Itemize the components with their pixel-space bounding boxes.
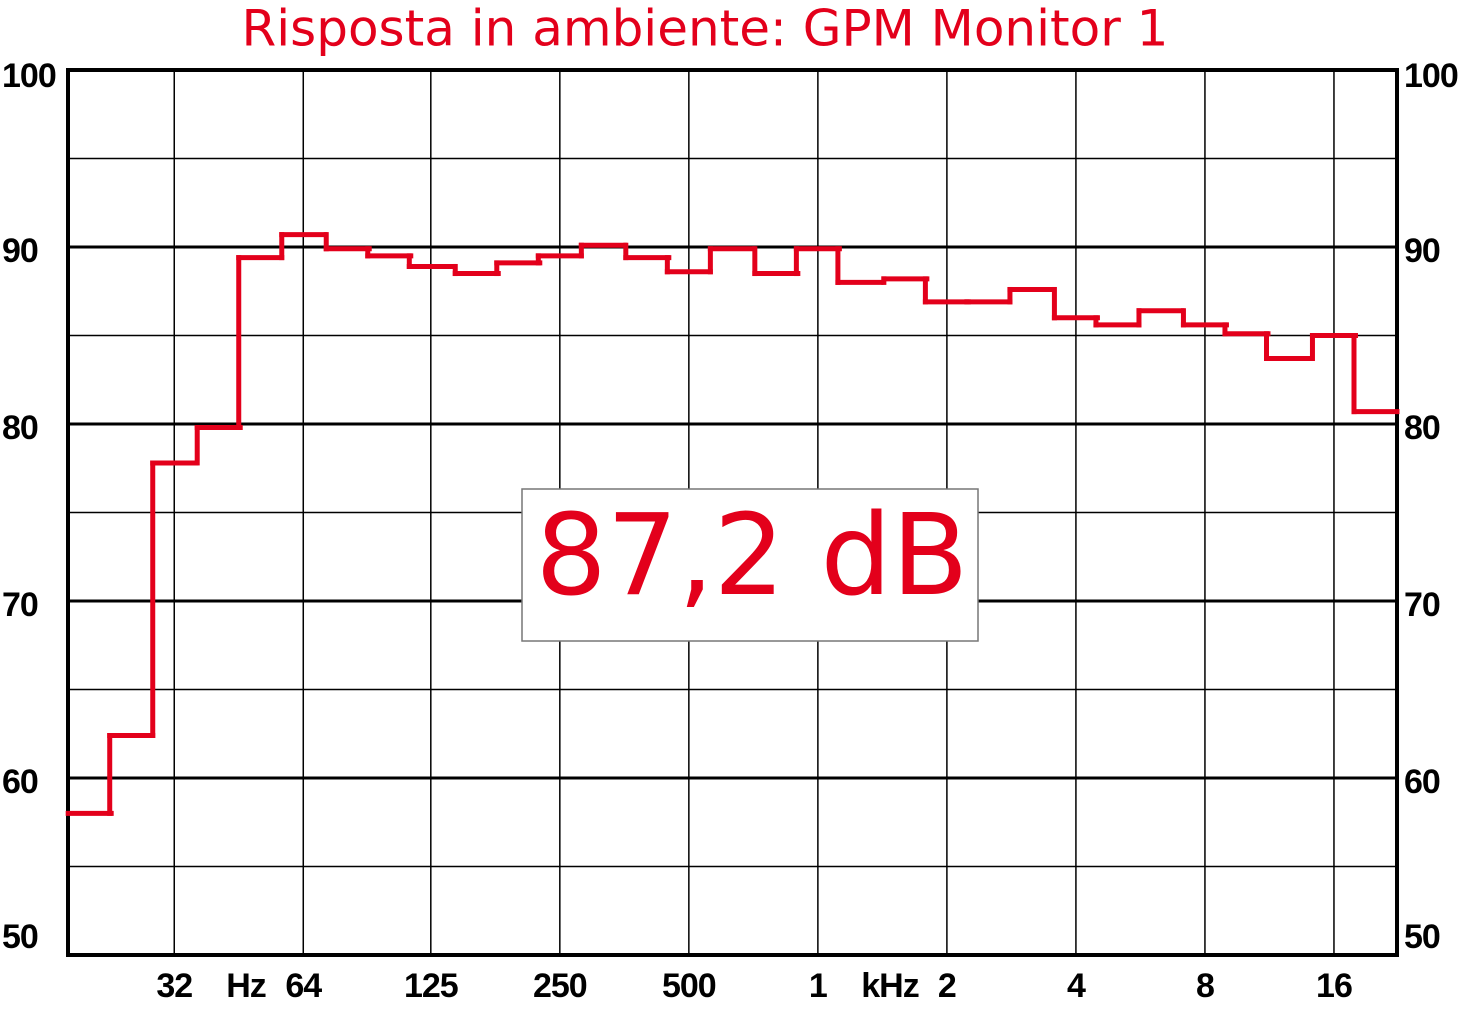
x-unit-label: Hz <box>226 967 266 1004</box>
y-tick-label: 70 <box>2 586 38 624</box>
x-tick-label: 64 <box>285 967 322 1004</box>
y2-tick-label: 50 <box>1404 918 1440 956</box>
x-tick-label: 32 <box>156 967 192 1004</box>
y2-tick-label: 90 <box>1404 232 1440 270</box>
x-tick-label: 8 <box>1196 967 1214 1004</box>
x-tick-label: 2 <box>938 967 956 1004</box>
plot-frame <box>66 68 1399 957</box>
y-tick-label: 50 <box>2 918 38 956</box>
x-unit-label: kHz <box>861 967 918 1004</box>
annotation: 87,2 dB <box>536 491 969 621</box>
annotation-box <box>521 488 979 642</box>
x-tick-label: 500 <box>662 967 716 1004</box>
y-tick-label: 60 <box>2 763 38 801</box>
x-tick-label: 1 <box>809 967 827 1004</box>
y2-tick-label: 60 <box>1404 763 1440 801</box>
chart-title: Risposta in ambiente: GPM Monitor 1 <box>242 0 1169 58</box>
y2-tick-label: 80 <box>1404 409 1440 447</box>
y-tick-label: 80 <box>2 409 38 447</box>
y2-tick-label: 100 <box>1404 57 1458 95</box>
x-tick-label: 4 <box>1067 967 1086 1004</box>
x-tick-label: 16 <box>1316 967 1352 1004</box>
y2-tick-label: 70 <box>1404 586 1440 624</box>
x-tick-label: 125 <box>404 967 458 1004</box>
y-tick-label: 90 <box>2 232 38 270</box>
x-tick-label: 250 <box>533 967 587 1004</box>
y-tick-label: 100 <box>2 57 56 95</box>
